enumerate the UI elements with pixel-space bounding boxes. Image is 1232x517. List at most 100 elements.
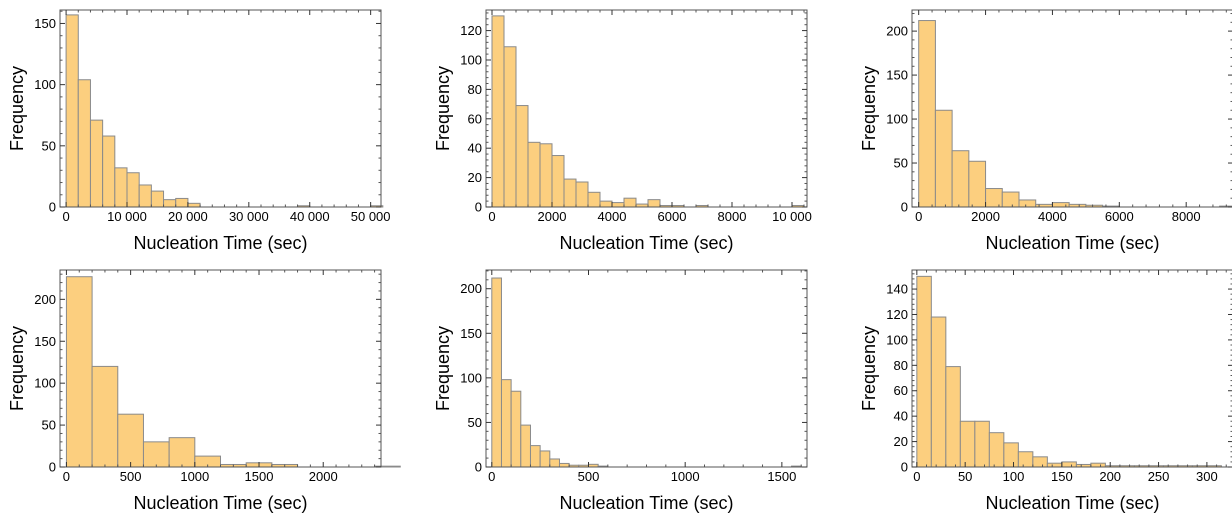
histogram-3-bar xyxy=(985,188,1003,208)
histogram-1-bar xyxy=(187,202,201,208)
histogram-3-y-tick-label: 200 xyxy=(886,24,908,39)
histogram-4-y-tick-label: 100 xyxy=(34,376,56,391)
histogram-2-bar xyxy=(623,197,637,208)
histogram-2-x-tick-label: 6000 xyxy=(658,209,687,224)
histogram-svg-3: 0 2000 4000 6000 8000 0 50 100 150 200 Nucleation … xyxy=(859,9,1232,253)
histogram-6-x-tick-label: 300 xyxy=(1196,469,1218,484)
histogram-6-y-tick-label: 0 xyxy=(901,460,908,475)
histogram-6-x-tick-label: 250 xyxy=(1148,469,1170,484)
histogram-5-bar xyxy=(558,462,570,468)
histogram-3-y-tick-label: 150 xyxy=(886,68,908,83)
histogram-4-bar xyxy=(91,365,119,468)
histogram-1-y-tick-label: 50 xyxy=(42,138,56,153)
histogram-4-x-axis-title: Nucleation Time (sec) xyxy=(133,493,307,513)
histogram-5-bar xyxy=(491,277,502,468)
histogram-4-x-tick-label: 1000 xyxy=(180,469,209,484)
histogram-1-bar xyxy=(150,190,165,208)
histogram-1-x-tick-label: 10 000 xyxy=(107,209,147,224)
histogram-6-y-axis-title: Frequency xyxy=(859,326,879,411)
histogram-1-x-tick-label: 40 000 xyxy=(290,209,330,224)
histogram-1-bar xyxy=(175,197,189,208)
histogram-panel-5: 0 500 1000 1500 0 50 100 150 200 Nucleation Time … xyxy=(426,260,836,517)
histogram-2-x-tick-label: 10 000 xyxy=(772,209,812,224)
histogram-2-frame xyxy=(485,9,808,208)
histogram-6-x-tick-label: 200 xyxy=(1099,469,1121,484)
histogram-6-x-axis-title: Nucleation Time (sec) xyxy=(985,493,1159,513)
histogram-6-bar xyxy=(974,420,990,468)
histogram-3-bar xyxy=(1001,191,1020,208)
histogram-svg-6: 0 50 100 150 200 250 300 0 20 40 60 80 100 120 140 Nucl… xyxy=(859,269,1232,513)
histogram-4-bar xyxy=(65,276,93,468)
histogram-6-y-tick-label: 80 xyxy=(894,358,908,373)
histogram-2-bar xyxy=(587,191,601,208)
histogram-5-bar xyxy=(549,458,560,468)
histogram-3-frame xyxy=(911,9,1232,208)
histogram-5-y-tick-label: 0 xyxy=(475,460,482,475)
histogram-3-x-tick-label: 0 xyxy=(915,209,922,224)
histogram-svg-4: 0 500 1000 1500 2000 0 50 100 150 200 Nucleation T… xyxy=(7,269,401,513)
histogram-1-bar xyxy=(114,167,128,208)
histogram-5-x-tick-label: 500 xyxy=(578,469,600,484)
histogram-6-bar xyxy=(930,316,947,468)
histogram-panel-4: 0 500 1000 1500 2000 0 50 100 150 200 Nucleation T… xyxy=(0,260,410,517)
histogram-6-bar xyxy=(1032,456,1048,468)
histogram-1-x-tick-label: 20 000 xyxy=(168,209,208,224)
histogram-4-y-tick-label: 50 xyxy=(42,418,56,433)
histogram-svg-2: 0 2000 4000 6000 8000 10 000 0 20 40 60 80 100 120 Nu… xyxy=(433,9,812,253)
histogram-5-bar xyxy=(539,450,551,468)
histogram-3-bar xyxy=(968,160,987,208)
histogram-6-y-tick-label: 120 xyxy=(886,307,908,322)
histogram-2-y-tick-label: 0 xyxy=(475,200,482,215)
histogram-3-y-tick-label: 0 xyxy=(901,200,908,215)
histogram-6-x-tick-label: 100 xyxy=(1003,469,1025,484)
histogram-6-x-tick-label: 0 xyxy=(913,469,920,484)
histogram-6-y-tick-label: 100 xyxy=(886,332,908,347)
histogram-3-bar xyxy=(1051,202,1070,208)
histogram-1-bar xyxy=(102,135,116,208)
histogram-5-y-tick-label: 150 xyxy=(460,326,482,341)
histogram-5-bar xyxy=(529,445,541,468)
histogram-5-y-tick-label: 200 xyxy=(460,281,482,296)
histogram-3-x-tick-label: 4000 xyxy=(1038,209,1067,224)
histogram-2-bar xyxy=(563,178,577,208)
histogram-2-bar xyxy=(575,181,589,208)
histogram-3-y-tick-label: 50 xyxy=(894,156,908,171)
histogram-5-x-tick-label: 0 xyxy=(488,469,495,484)
histogram-panel-1: 0 10 000 20 000 30 000 40 000 50 000 0 50 100 150… xyxy=(0,0,410,257)
histogram-6-bar xyxy=(988,432,1005,468)
histogram-6-frame xyxy=(911,269,1232,468)
histogram-1-x-tick-label: 50 000 xyxy=(351,209,391,224)
histogram-2-bar xyxy=(539,143,553,208)
histogram-3-bar xyxy=(1018,199,1037,208)
histogram-1-x-tick-label: 30 000 xyxy=(229,209,269,224)
histogram-2-x-axis-title: Nucleation Time (sec) xyxy=(559,233,733,253)
histogram-1-bar xyxy=(89,119,104,208)
histogram-2-bar xyxy=(647,199,661,208)
histogram-1-x-axis-title: Nucleation Time (sec) xyxy=(133,233,307,253)
histogram-4-bar xyxy=(142,441,170,468)
histogram-5-x-axis-title: Nucleation Time (sec) xyxy=(559,493,733,513)
histogram-6-y-tick-label: 140 xyxy=(886,282,908,297)
histogram-3-bar xyxy=(918,20,936,208)
histogram-5-y-tick-label: 100 xyxy=(460,370,482,385)
histogram-6-bar xyxy=(1090,462,1106,468)
histogram-5-x-tick-label: 1000 xyxy=(671,469,700,484)
histogram-5-frame xyxy=(485,269,808,468)
histogram-6-bar xyxy=(916,275,932,468)
histogram-6-y-tick-label: 40 xyxy=(894,409,908,424)
histogram-3-y-axis-title: Frequency xyxy=(859,66,879,151)
histogram-1-bar xyxy=(163,199,177,208)
histogram-2-bar xyxy=(551,155,565,208)
histogram-2-x-tick-label: 2000 xyxy=(538,209,567,224)
histogram-2-x-tick-label: 8000 xyxy=(718,209,747,224)
histogram-svg-5: 0 500 1000 1500 0 50 100 150 200 Nucleation Time … xyxy=(433,269,808,513)
histogram-2-y-axis-title: Frequency xyxy=(433,66,453,151)
histogram-6-y-tick-label: 20 xyxy=(894,434,908,449)
histogram-4-bar xyxy=(117,413,144,468)
histogram-3-x-axis-title: Nucleation Time (sec) xyxy=(985,233,1159,253)
histogram-1-y-tick-label: 100 xyxy=(34,77,56,92)
histogram-2-x-tick-label: 4000 xyxy=(598,209,627,224)
histogram-6-x-tick-label: 150 xyxy=(1051,469,1073,484)
histogram-panel-3: 0 2000 4000 6000 8000 0 50 100 150 200 Nucleation … xyxy=(852,0,1232,257)
